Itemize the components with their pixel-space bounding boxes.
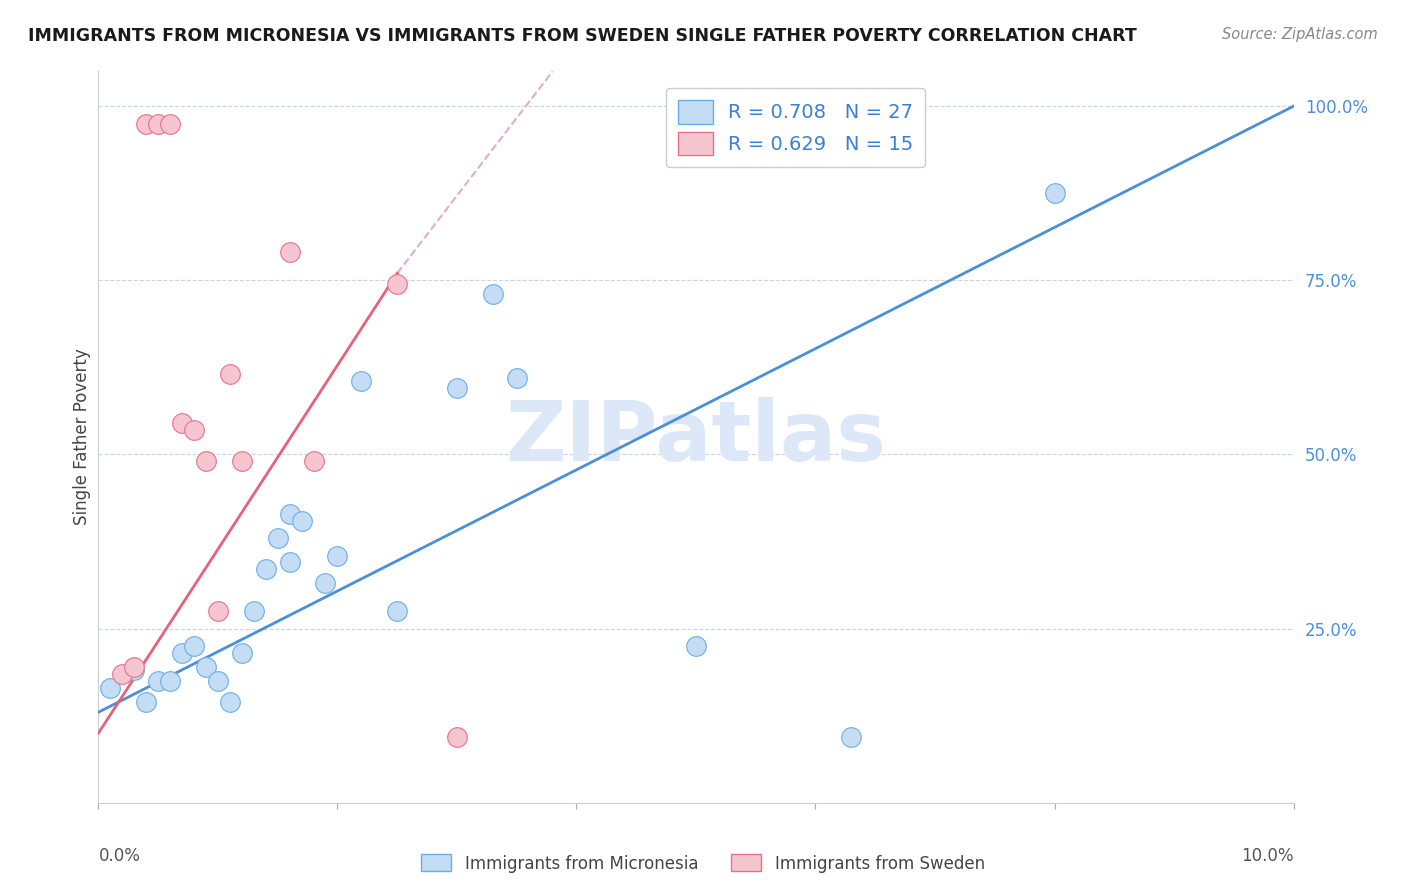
- Point: [219, 368, 242, 382]
- Point: [1043, 186, 1066, 201]
- Point: [841, 730, 863, 744]
- Point: [326, 549, 349, 563]
- Point: [231, 646, 253, 660]
- Point: [385, 277, 409, 291]
- Point: [302, 454, 325, 468]
- Point: [148, 673, 170, 688]
- Point: [207, 604, 229, 618]
- Text: Source: ZipAtlas.com: Source: ZipAtlas.com: [1222, 27, 1378, 42]
- Point: [124, 664, 146, 678]
- Point: [195, 454, 218, 468]
- Point: [291, 514, 314, 528]
- Point: [219, 695, 242, 709]
- Point: [254, 562, 277, 576]
- Point: [685, 639, 707, 653]
- Point: [111, 667, 134, 681]
- Text: 0.0%: 0.0%: [98, 847, 141, 864]
- Point: [243, 604, 266, 618]
- Point: [124, 660, 146, 674]
- Point: [350, 375, 373, 389]
- Point: [278, 507, 301, 521]
- Point: [183, 423, 205, 437]
- Text: ZIPatlas: ZIPatlas: [506, 397, 886, 477]
- Point: [195, 660, 218, 674]
- Point: [148, 117, 170, 131]
- Point: [172, 416, 194, 430]
- Point: [446, 381, 468, 395]
- Point: [100, 681, 122, 695]
- Point: [446, 730, 468, 744]
- Point: [506, 371, 529, 385]
- Point: [481, 287, 505, 301]
- Point: [231, 454, 253, 468]
- Point: [159, 673, 181, 688]
- Point: [159, 117, 181, 131]
- Text: 10.0%: 10.0%: [1241, 847, 1294, 864]
- Y-axis label: Single Father Poverty: Single Father Poverty: [73, 349, 91, 525]
- Point: [183, 639, 205, 653]
- Text: IMMIGRANTS FROM MICRONESIA VS IMMIGRANTS FROM SWEDEN SINGLE FATHER POVERTY CORRE: IMMIGRANTS FROM MICRONESIA VS IMMIGRANTS…: [28, 27, 1137, 45]
- Point: [315, 576, 337, 591]
- Point: [135, 117, 157, 131]
- Point: [278, 556, 301, 570]
- Point: [207, 673, 229, 688]
- Point: [135, 695, 157, 709]
- Legend: Immigrants from Micronesia, Immigrants from Sweden: Immigrants from Micronesia, Immigrants f…: [415, 847, 991, 880]
- Point: [385, 604, 409, 618]
- Legend: R = 0.708   N = 27, R = 0.629   N = 15: R = 0.708 N = 27, R = 0.629 N = 15: [666, 88, 925, 167]
- Point: [278, 245, 301, 260]
- Point: [172, 646, 194, 660]
- Point: [267, 531, 290, 545]
